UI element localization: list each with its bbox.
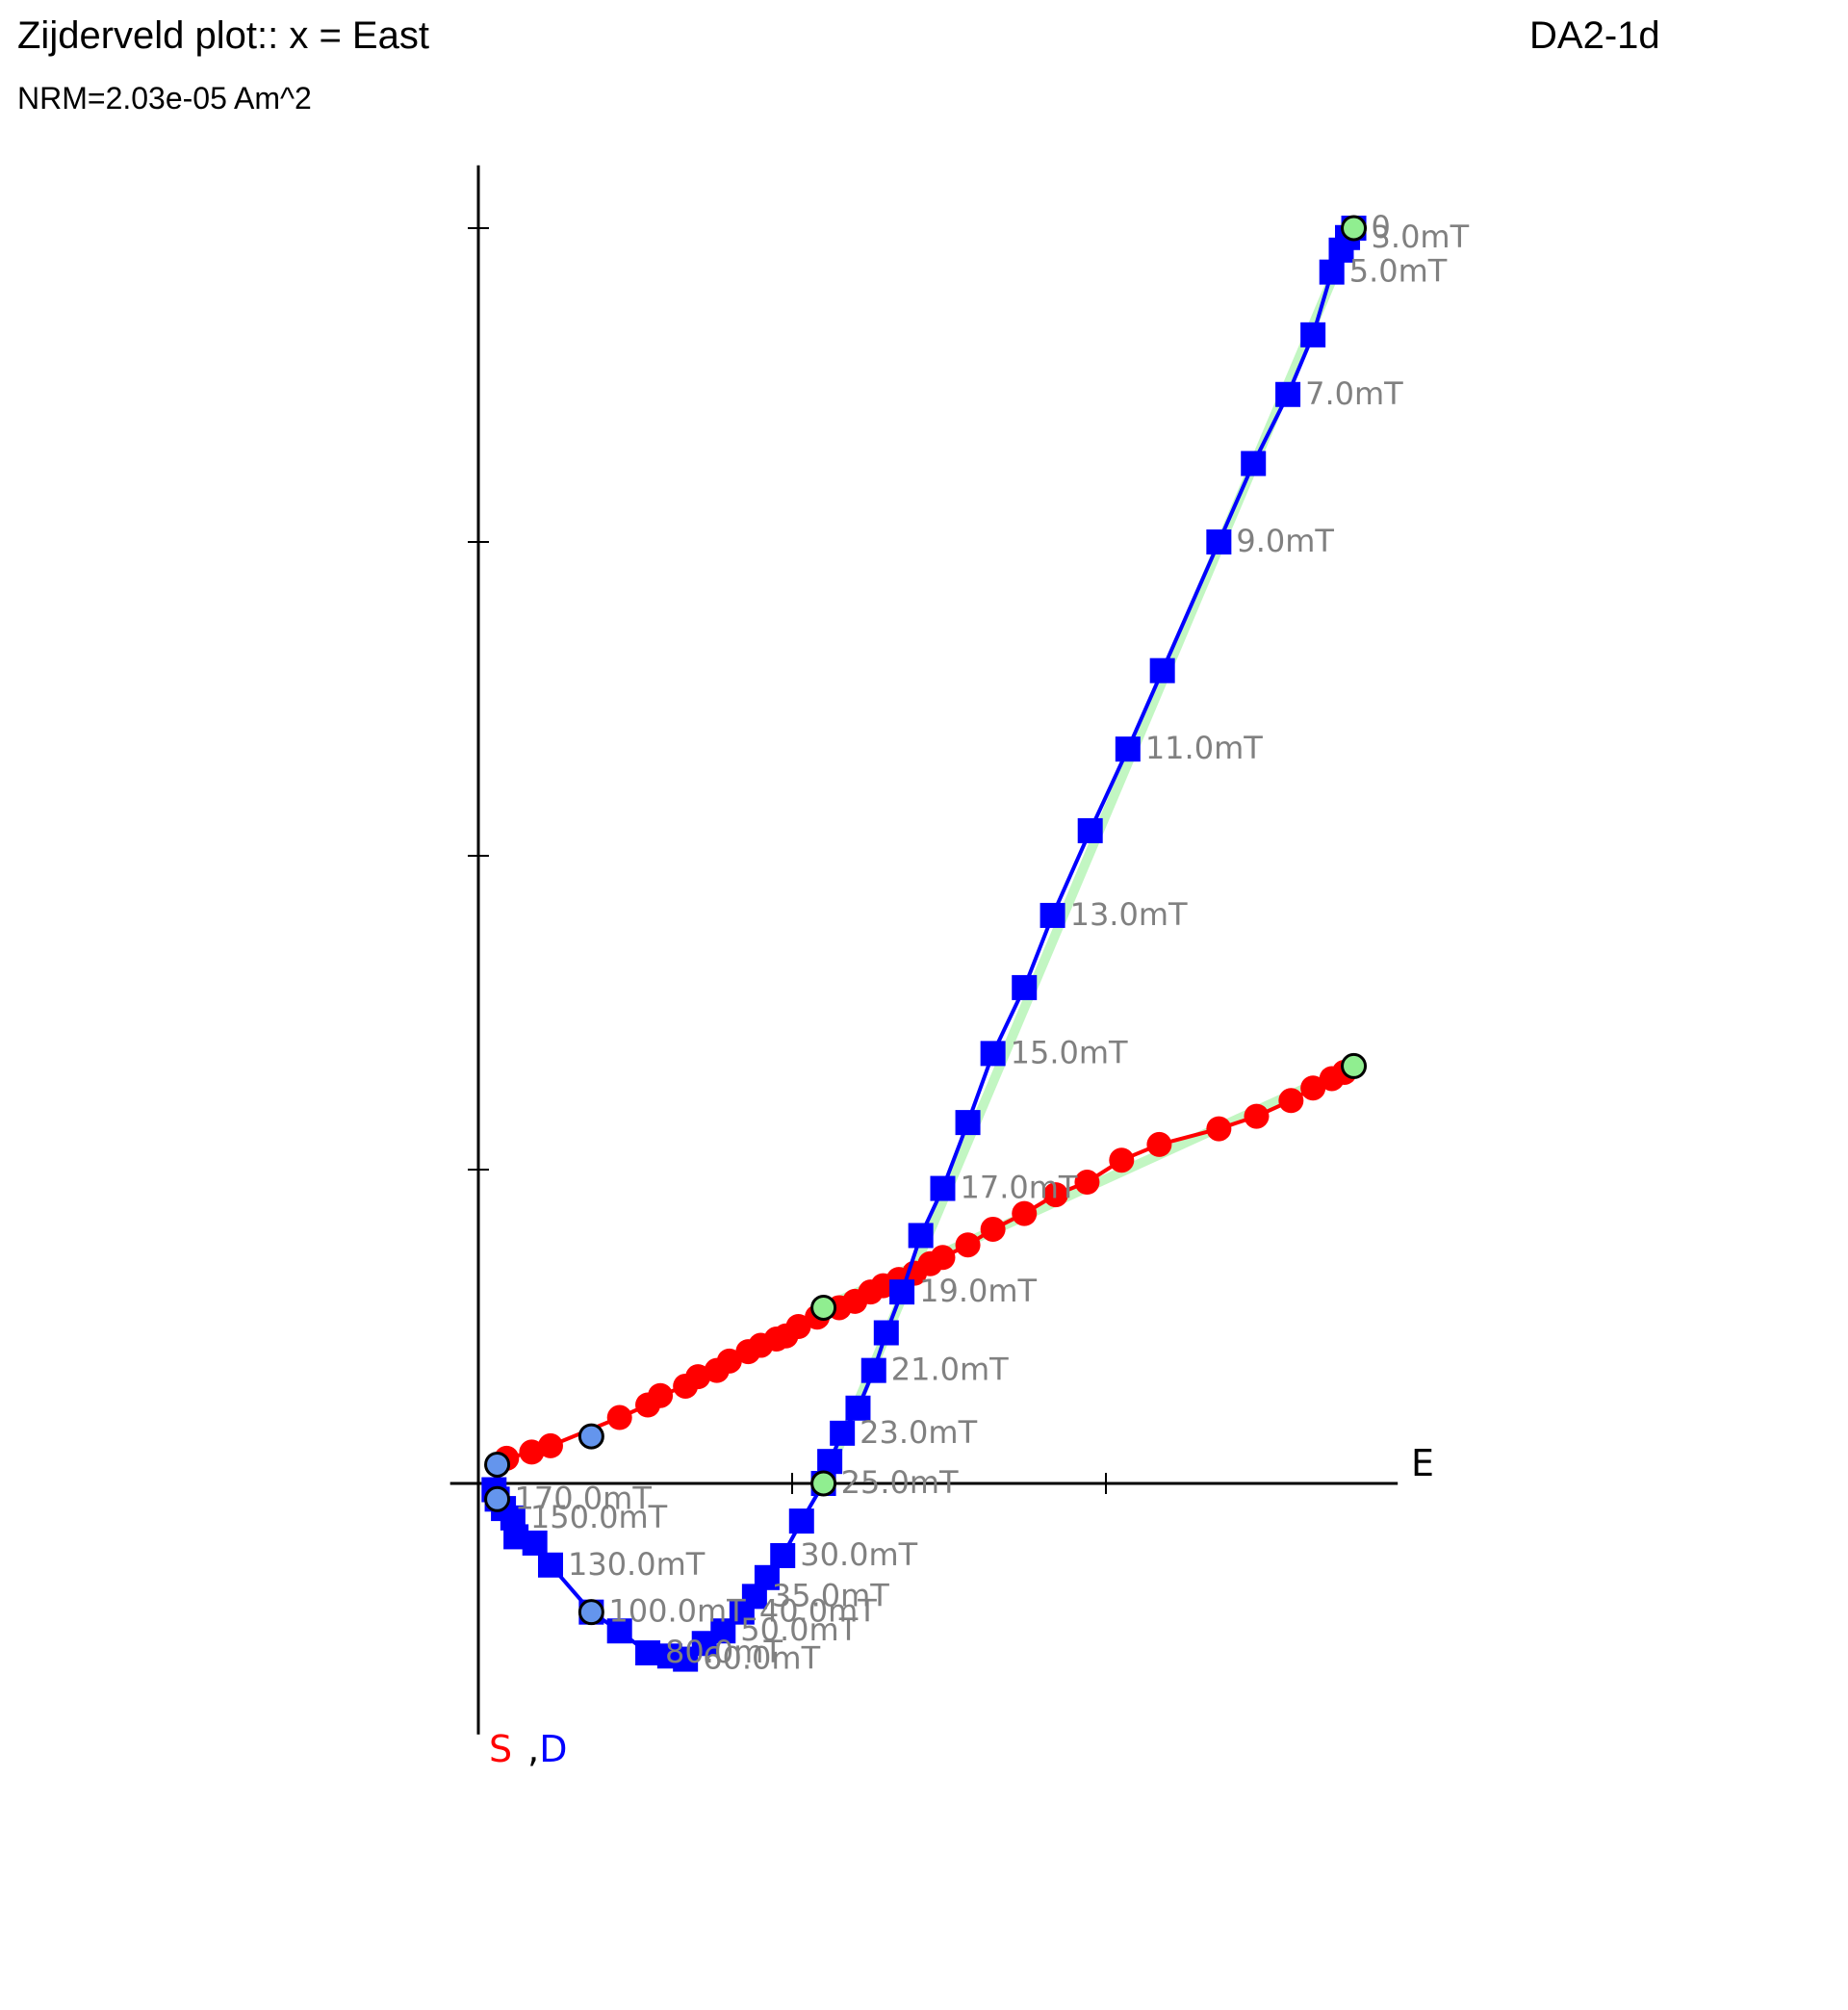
point-S bbox=[1012, 1200, 1038, 1226]
point-S bbox=[1146, 1131, 1172, 1157]
point-S bbox=[648, 1382, 674, 1408]
point-S bbox=[785, 1314, 811, 1339]
step-label: 35.0mT bbox=[772, 1577, 889, 1613]
step-label: 60.0mT bbox=[703, 1640, 820, 1677]
step-label: 9.0mT bbox=[1236, 523, 1334, 559]
point-S bbox=[1300, 1075, 1326, 1101]
point-S bbox=[537, 1432, 563, 1458]
step-label: 5.0mT bbox=[1349, 253, 1448, 290]
step-label: 21.0mT bbox=[891, 1352, 1009, 1388]
step-label: 25.0mT bbox=[841, 1464, 959, 1501]
y-axis-label-d: D bbox=[539, 1728, 567, 1770]
highlight-point bbox=[810, 1294, 837, 1321]
step-label: 0 bbox=[1372, 209, 1391, 245]
y-axis-label-s: S bbox=[489, 1728, 512, 1770]
point-D bbox=[955, 1110, 981, 1136]
step-label: 3.0mT bbox=[1372, 219, 1470, 255]
point-D bbox=[1275, 381, 1301, 407]
highlighted-points bbox=[484, 215, 1368, 1626]
step-label: 17.0mT bbox=[960, 1170, 1077, 1206]
point-D bbox=[860, 1357, 886, 1383]
highlight-point bbox=[810, 1470, 837, 1497]
step-label: 50.0mT bbox=[740, 1611, 858, 1648]
point-S bbox=[716, 1348, 742, 1374]
point-D bbox=[1040, 902, 1065, 928]
point-D bbox=[1115, 736, 1141, 762]
point-D bbox=[1319, 259, 1345, 285]
point-D bbox=[770, 1542, 796, 1568]
point-D bbox=[606, 1618, 632, 1644]
point-D bbox=[1077, 817, 1103, 843]
point-S bbox=[1244, 1103, 1270, 1129]
x-axis-label: E bbox=[1411, 1442, 1434, 1484]
axes bbox=[449, 165, 1399, 1735]
point-D bbox=[1300, 322, 1326, 348]
point-S bbox=[1206, 1116, 1232, 1142]
point-S bbox=[955, 1232, 981, 1258]
chart-title: Zijderveld plot:: x = East bbox=[17, 14, 429, 57]
point-D bbox=[635, 1640, 661, 1666]
highlight-point bbox=[484, 1451, 511, 1478]
point-D bbox=[788, 1508, 814, 1534]
step-label: 11.0mT bbox=[1145, 730, 1263, 766]
step-label: 40.0mT bbox=[759, 1593, 877, 1630]
highlight-point bbox=[578, 1599, 604, 1626]
step-label: 80.0mT bbox=[665, 1634, 783, 1670]
step-label: 130.0mT bbox=[568, 1546, 706, 1583]
point-D bbox=[1328, 237, 1354, 263]
step-label: 170.0mT bbox=[515, 1480, 653, 1516]
y-axis-label: S ,D bbox=[489, 1728, 567, 1770]
point-D bbox=[537, 1552, 563, 1578]
step-label: 30.0mT bbox=[800, 1536, 917, 1573]
point-S bbox=[685, 1364, 711, 1390]
point-D bbox=[830, 1420, 856, 1446]
data-series bbox=[481, 216, 1367, 1672]
point-D bbox=[980, 1041, 1006, 1067]
point-D bbox=[656, 1643, 682, 1669]
point-D bbox=[930, 1175, 956, 1201]
step-label: 7.0mT bbox=[1305, 375, 1403, 412]
chart-subtitle: NRM=2.03e-05 Am^2 bbox=[17, 81, 312, 116]
point-S bbox=[606, 1404, 632, 1430]
point-S bbox=[1278, 1088, 1304, 1114]
point-D bbox=[1149, 657, 1175, 683]
step-label: 13.0mT bbox=[1070, 896, 1188, 933]
point-D bbox=[873, 1320, 899, 1346]
point-D bbox=[845, 1395, 871, 1421]
point-D bbox=[1241, 451, 1267, 477]
point-D bbox=[817, 1449, 843, 1475]
point-S bbox=[1109, 1147, 1135, 1173]
highlight-point bbox=[1341, 1052, 1368, 1079]
y-axis-label-comma: , bbox=[527, 1728, 539, 1770]
point-D bbox=[1206, 529, 1232, 554]
point-D bbox=[1012, 974, 1038, 1000]
point-S bbox=[930, 1245, 956, 1271]
point-S bbox=[1074, 1170, 1100, 1196]
point-S bbox=[980, 1216, 1006, 1242]
specimen-name: DA2-1d bbox=[1529, 14, 1660, 57]
point-D bbox=[908, 1223, 934, 1249]
point-S bbox=[519, 1439, 545, 1465]
step-label: 23.0mT bbox=[860, 1414, 977, 1451]
highlight-point bbox=[578, 1423, 604, 1450]
step-label: 150.0mT bbox=[530, 1499, 668, 1535]
highlight-point bbox=[484, 1485, 511, 1512]
step-label: 19.0mT bbox=[919, 1273, 1037, 1309]
point-S bbox=[1042, 1182, 1068, 1208]
highlight-point bbox=[1341, 215, 1368, 242]
step-label: 100.0mT bbox=[608, 1593, 746, 1630]
point-D bbox=[889, 1279, 915, 1305]
step-label: 15.0mT bbox=[1011, 1034, 1128, 1070]
